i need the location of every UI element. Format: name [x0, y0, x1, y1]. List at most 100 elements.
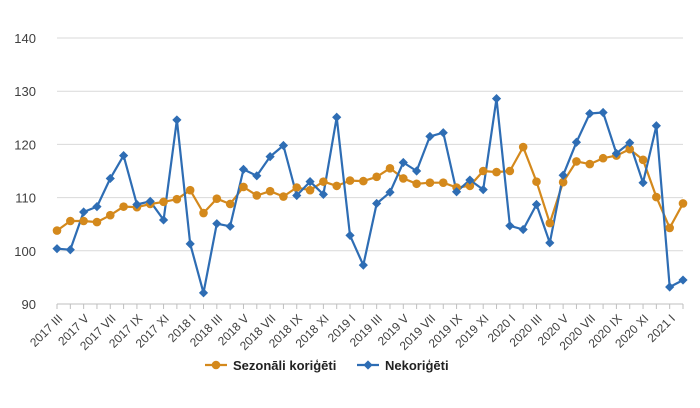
data-point-2	[252, 171, 262, 181]
data-point-1	[585, 159, 595, 169]
data-point-2	[185, 239, 195, 249]
data-point-1	[345, 176, 355, 185]
data-point-1	[665, 223, 674, 233]
data-point-1	[638, 155, 648, 165]
data-point-2	[318, 189, 328, 200]
legend-marker-diamond	[363, 360, 373, 370]
data-point-2	[132, 199, 142, 210]
data-point-2	[571, 137, 582, 147]
data-point-1	[532, 177, 541, 186]
data-point-1	[305, 185, 315, 195]
data-point-2	[332, 112, 342, 122]
data-point-2	[105, 173, 115, 184]
y-tick-label: 130	[14, 84, 36, 99]
data-point-2	[265, 152, 275, 162]
x-tick-label: 2021 I	[645, 311, 678, 344]
data-point-1	[332, 181, 342, 191]
data-point-2	[372, 198, 382, 209]
data-point-2	[172, 115, 182, 125]
legend-marker-circle	[211, 360, 221, 370]
data-point-1	[172, 194, 182, 204]
data-point-1	[425, 178, 435, 188]
data-point-2	[505, 221, 515, 231]
data-point-1	[438, 178, 448, 188]
data-point-1	[505, 166, 515, 176]
data-point-2	[398, 157, 408, 168]
y-tick-label: 100	[14, 244, 36, 259]
data-point-2	[558, 170, 568, 180]
data-point-2	[651, 121, 661, 131]
data-point-1	[225, 199, 235, 209]
data-point-1	[492, 167, 501, 177]
data-point-2	[92, 202, 102, 212]
data-point-1	[412, 179, 421, 189]
legend-label: Sezonāli koriģēti	[233, 358, 336, 373]
data-point-2	[678, 275, 688, 285]
data-point-2	[65, 245, 75, 255]
data-point-2	[225, 221, 235, 231]
series-line-1	[56, 146, 684, 232]
data-point-2	[385, 187, 395, 197]
data-point-2	[145, 196, 155, 206]
data-point-1	[465, 181, 475, 191]
data-point-1	[625, 144, 635, 154]
data-point-2	[345, 230, 355, 240]
data-point-1	[212, 194, 222, 203]
gridlines	[57, 37, 683, 305]
y-tick-label: 90	[22, 297, 36, 312]
data-point-2	[478, 185, 488, 195]
data-point-2	[305, 177, 315, 187]
data-point-2	[238, 164, 249, 175]
series-layer	[52, 94, 688, 298]
data-point-2	[278, 140, 289, 151]
data-point-2	[79, 207, 89, 217]
data-point-1	[105, 210, 115, 220]
data-point-1	[398, 174, 408, 183]
data-point-2	[545, 238, 555, 248]
data-point-1	[558, 177, 568, 187]
data-point-1	[79, 216, 88, 226]
data-point-1	[252, 191, 262, 200]
data-point-1	[52, 226, 62, 235]
data-point-2	[465, 175, 475, 185]
data-point-1	[279, 192, 288, 201]
data-point-2	[358, 260, 368, 270]
data-point-1	[199, 208, 208, 218]
data-point-1	[292, 183, 302, 192]
data-point-2	[518, 224, 528, 235]
data-point-2	[52, 244, 62, 254]
data-point-2	[585, 108, 595, 119]
data-point-2	[412, 166, 422, 176]
data-point-1	[678, 199, 688, 208]
legend: Sezonāli koriģēti Nekoriģēti	[205, 358, 449, 373]
data-point-2	[198, 288, 209, 298]
data-point-1	[572, 157, 581, 166]
data-point-1	[478, 166, 488, 176]
data-point-2	[611, 148, 622, 159]
y-tick-label: 120	[14, 137, 36, 152]
data-point-1	[185, 185, 195, 195]
data-point-1	[372, 172, 381, 182]
data-point-1	[239, 182, 248, 192]
data-point-2	[638, 178, 648, 188]
data-point-2	[292, 190, 302, 201]
y-axis-ticks: 90 100 110 120 130 140	[14, 31, 36, 312]
data-point-2	[491, 94, 502, 104]
data-point-1	[359, 176, 368, 186]
data-point-2	[425, 131, 435, 142]
data-point-2	[438, 128, 448, 138]
data-point-1	[159, 197, 168, 207]
data-point-1	[545, 218, 555, 228]
data-point-2	[451, 187, 462, 197]
data-point-1	[92, 217, 102, 227]
y-tick-label: 110	[15, 191, 36, 206]
data-point-2	[158, 215, 169, 225]
data-point-1	[66, 216, 75, 226]
y-tick-label: 140	[14, 31, 36, 46]
data-point-1	[652, 192, 661, 202]
data-point-1	[598, 153, 608, 163]
data-point-2	[118, 150, 129, 161]
series-line-2	[56, 97, 684, 294]
